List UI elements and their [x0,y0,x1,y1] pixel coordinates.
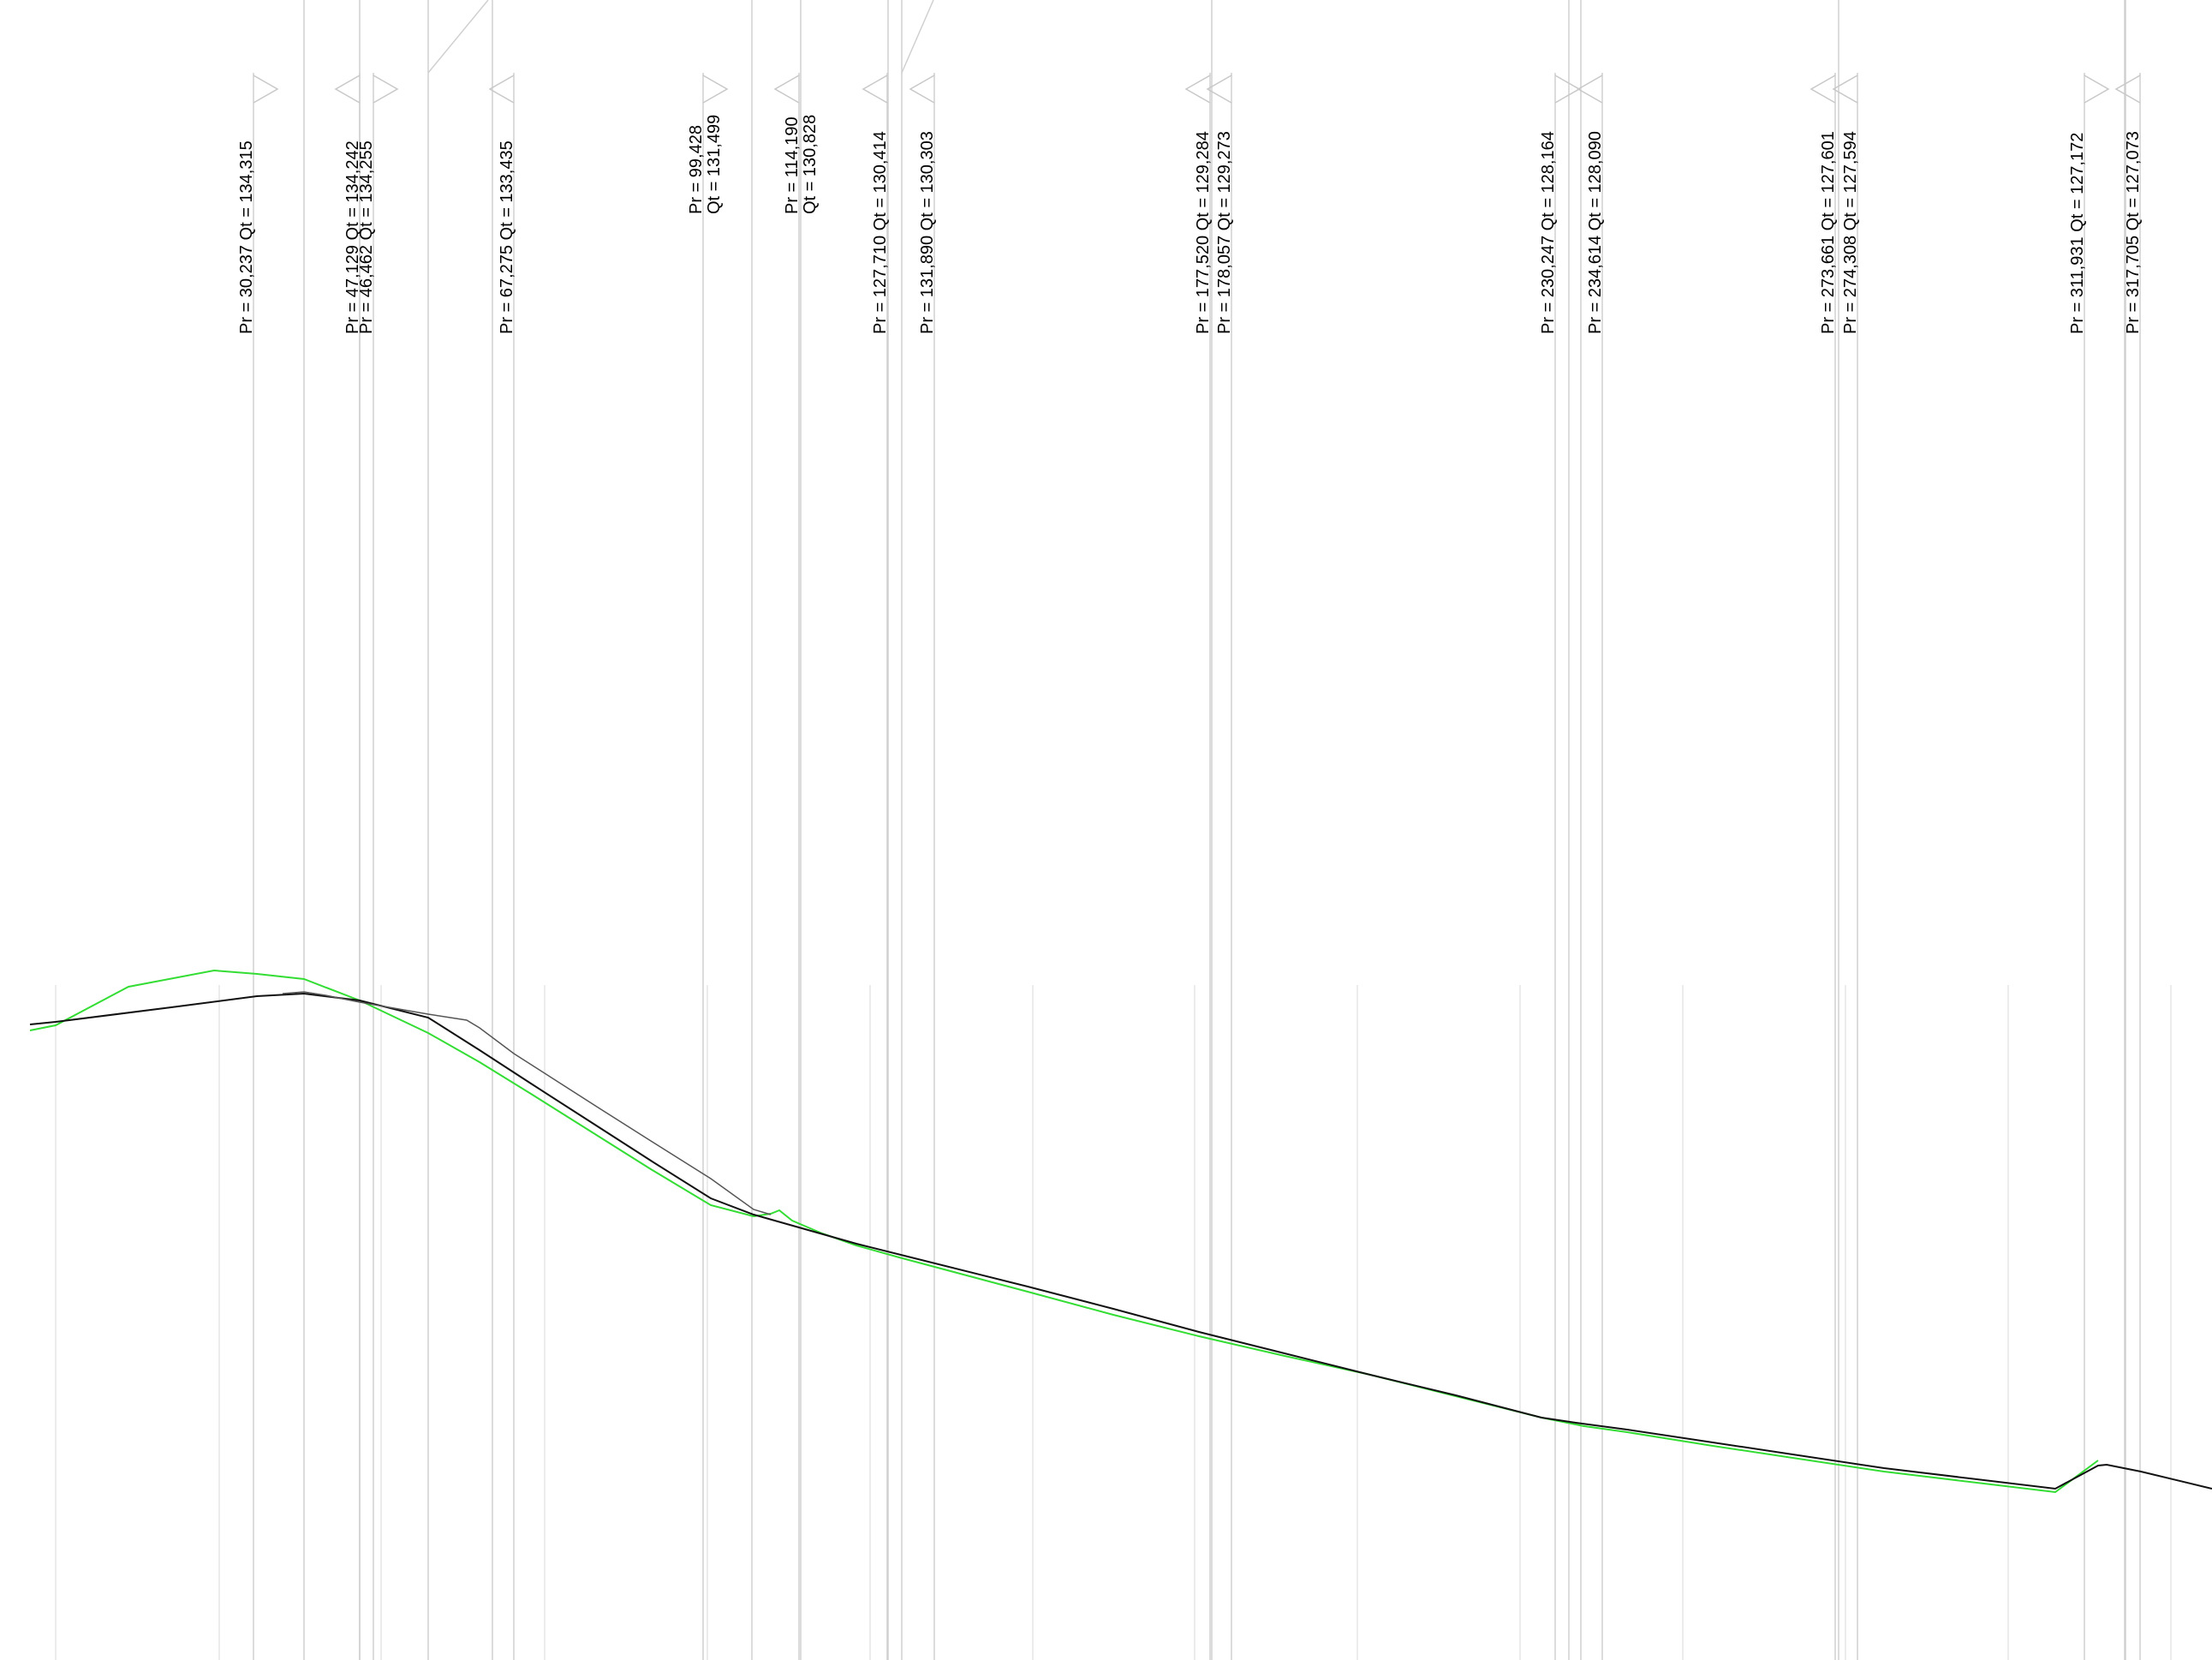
marker-label: Pr = 317,705 Qt = 127,073 [2124,131,2143,334]
marker-arrow-icon [2114,75,2141,104]
marker-label-secondary: Qt = 130,828 [801,115,820,214]
marker-arrow-icon [373,75,399,104]
marker-label: Pr = 114,190 [783,116,802,214]
marker-label: Pr = 178,057 Qt = 129,273 [1215,131,1234,334]
marker-labels: Pr = 30,237 Qt = 134,315 Pr = 47,129 Qt =… [237,75,2143,334]
marker-label: Pr = 127,710 Qt = 130,414 [871,131,890,334]
marker-label: Pr = 30,237 Qt = 134,315 [237,140,256,334]
marker-label: Pr = 67,275 Qt = 133,435 [498,140,516,334]
marker-arrow-icon [773,75,800,104]
marker-label: Pr = 46,462 Qt = 134,255 [357,140,376,334]
marker-arrow-icon [1810,75,1836,104]
marker-label: Pr = 47,129 Qt = 134,242 [343,140,362,334]
existing-terrain-line [29,969,2099,1494]
marker-arrow-icon [909,75,935,104]
marker-arrow-icon [1577,75,1603,104]
marker-arrow-icon [862,75,888,104]
leader-line [901,0,934,74]
marker-label: Pr = 234,614 Qt = 128,090 [1586,131,1605,334]
marker-arrow-icon [2084,75,2110,104]
marker-guide-lines [253,0,2141,1660]
marker-arrow-icon [702,75,729,104]
marker-arrow-icon [334,75,361,104]
marker-label: Pr = 273,661 Qt = 127,601 [1819,131,1838,334]
marker-label: Pr = 311,931 Qt = 127,172 [2068,133,2087,334]
marker-label: Pr = 230,247 Qt = 128,164 [1539,131,1558,334]
profile-lines [29,969,2212,1494]
marker-arrow-icon [253,75,279,104]
design-profile-line [29,992,2212,1490]
marker-label: Pr = 131,890 Qt = 130,303 [918,131,937,334]
marker-arrow-icon [1554,75,1581,104]
marker-label: Pr = 99,428 [687,125,706,214]
vertical-grid-lines [55,985,2172,1660]
secondary-profile-line [282,991,772,1215]
marker-label: Pr = 177,520 Qt = 129,284 [1194,131,1213,334]
leader-line [427,0,489,74]
marker-arrow-icon [1206,75,1232,104]
marker-label: Pr = 274,308 Qt = 127,594 [1841,131,1860,334]
marker-label-secondary: Qt = 131,499 [705,115,724,214]
marker-arrow-icon [488,75,515,104]
marker-arrow-icon [1184,75,1211,104]
marker-arrow-icon [1832,75,1858,104]
